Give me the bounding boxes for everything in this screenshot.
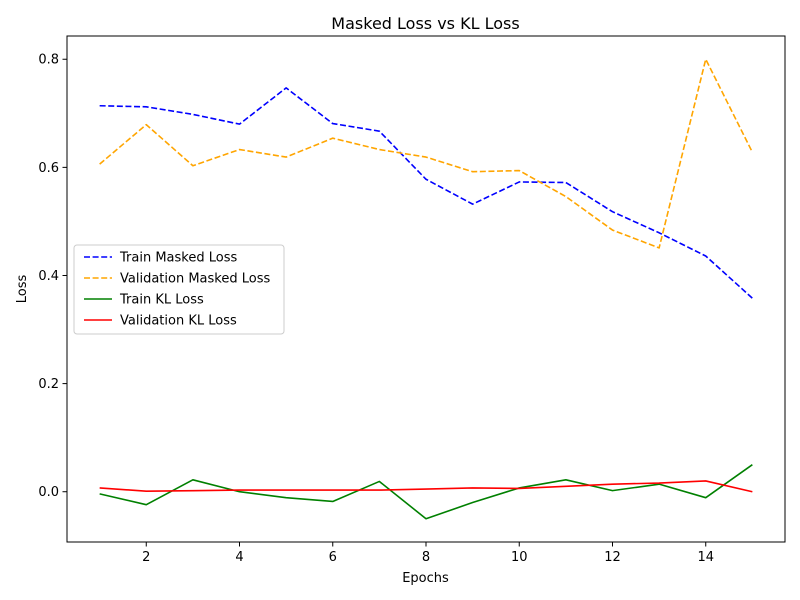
x-tick-label: 12	[604, 550, 621, 565]
series-line-3	[99, 464, 753, 520]
x-tick-label: 14	[697, 550, 714, 565]
legend-label-3: Train KL Loss	[119, 293, 204, 308]
legend-label-4: Validation KL Loss	[120, 314, 237, 329]
y-tick-label: 0.8	[38, 53, 59, 68]
y-tick-label: 0.2	[38, 377, 59, 392]
x-tick-label: 10	[511, 550, 528, 565]
series-line-4	[99, 480, 753, 493]
legend-box	[73, 244, 285, 335]
x-tick-label: 2	[142, 550, 150, 565]
series-line-2	[99, 58, 754, 249]
y-tick-label: 0.6	[38, 161, 59, 176]
x-axis-title: Epochs	[402, 571, 449, 586]
y-axis-ticks: 0.0 0.2 0.4 0.6 0.8	[38, 53, 67, 500]
series-line-1	[99, 87, 753, 299]
x-axis-ticks: 2 4 6 8 10 12 14	[142, 542, 714, 565]
x-tick-label: 6	[329, 550, 337, 565]
x-tick-label: 8	[422, 550, 430, 565]
y-tick-label: 0.4	[38, 269, 59, 284]
y-tick-label: 0.0	[38, 485, 59, 500]
y-axis-title: Loss	[15, 275, 30, 304]
legend-label-2: Validation Masked Loss	[120, 272, 270, 287]
x-tick-label: 4	[235, 550, 243, 565]
legend: Train Masked Loss Validation Masked Loss T…	[73, 244, 285, 335]
chart-title: Masked Loss vs KL Loss	[331, 14, 519, 33]
plot-area	[99, 58, 754, 520]
legend-label-1: Train Masked Loss	[119, 251, 237, 266]
